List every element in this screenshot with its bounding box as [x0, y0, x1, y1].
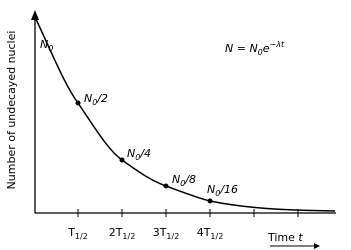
t: T	[67, 226, 75, 239]
eq-base: e	[263, 42, 270, 55]
prefix: 3	[153, 226, 160, 239]
eq-lhs: N = N	[225, 42, 258, 55]
point	[207, 198, 213, 204]
point-label: N0/4	[127, 147, 151, 162]
point-label: N0/2	[84, 92, 108, 107]
start-label: N0	[40, 38, 53, 53]
prefix: 2	[109, 226, 116, 239]
n: N	[40, 38, 48, 51]
eq-sub: 0	[258, 48, 263, 57]
n: N	[207, 183, 215, 196]
x-label: Time t	[267, 231, 303, 244]
sub: 1/2	[75, 232, 88, 241]
y-label: Number of undecayed nuclei	[5, 31, 18, 190]
point-label: N0/8	[172, 173, 196, 188]
sub: 0	[215, 189, 220, 198]
n: N	[84, 92, 92, 105]
tick-label: 4T1/2	[197, 226, 224, 241]
sub: 0	[135, 153, 140, 162]
eq-exp: −λt	[270, 40, 285, 49]
n: N	[127, 147, 135, 160]
sub: 0	[48, 44, 53, 53]
sub: 1/2	[122, 232, 135, 241]
tick-label: 3T1/2	[153, 226, 180, 241]
n: N	[172, 173, 180, 186]
rest: /8	[184, 173, 196, 186]
time-arrow-head	[314, 243, 320, 249]
decay-curve	[34, 16, 336, 212]
point-label: N0/16	[207, 183, 238, 198]
sub: 0	[180, 179, 185, 188]
point	[163, 183, 169, 189]
rest: /2	[96, 92, 108, 105]
tick-label: 2T1/2	[109, 226, 136, 241]
x-label-var: t	[298, 231, 303, 244]
t: T	[203, 226, 211, 239]
point	[75, 100, 81, 106]
x-label-text: Time	[267, 231, 298, 244]
rest: /4	[139, 147, 151, 160]
sub: 1/2	[210, 232, 223, 241]
sub: 1/2	[166, 232, 179, 241]
prefix: 4	[197, 226, 204, 239]
tick-label: T1/2	[67, 226, 88, 241]
equation: N = N0e−λt	[225, 40, 285, 57]
sub: 0	[92, 98, 97, 107]
t: T	[115, 226, 123, 239]
point	[32, 14, 38, 20]
rest: /16	[219, 183, 238, 196]
x-ticks	[77, 209, 299, 217]
point	[119, 157, 125, 163]
t: T	[159, 226, 167, 239]
